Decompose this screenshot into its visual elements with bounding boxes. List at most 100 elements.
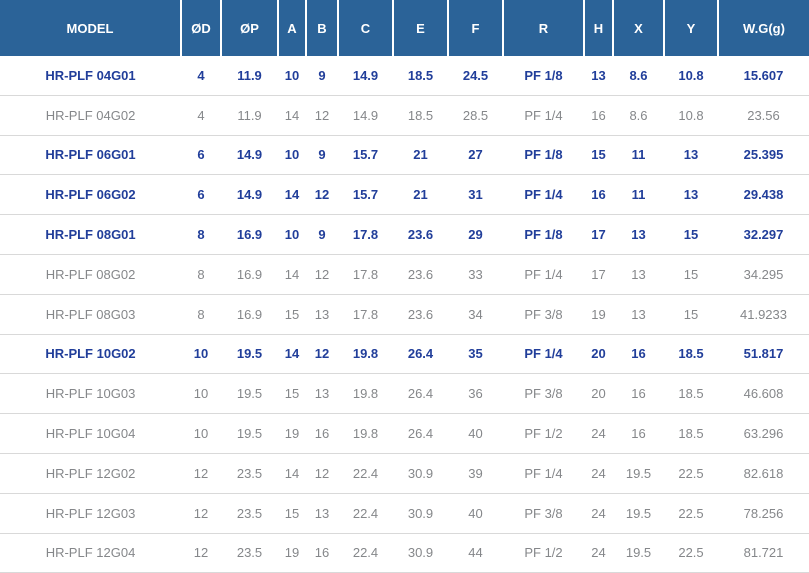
value-cell: 15 [664, 214, 718, 255]
value-cell: 9 [306, 135, 338, 176]
column-header-model: MODEL [0, 0, 181, 56]
value-cell: PF 1/8 [503, 135, 584, 176]
value-cell: 23.5 [221, 493, 278, 534]
value-cell: 26.4 [393, 373, 448, 415]
value-cell: 10.8 [664, 95, 718, 136]
value-cell: 9 [306, 214, 338, 255]
value-cell: PF 3/8 [503, 493, 584, 534]
value-cell: 17.8 [338, 214, 393, 255]
value-cell: 30.9 [393, 453, 448, 494]
value-cell: 19.8 [338, 373, 393, 415]
value-cell: 11.9 [221, 95, 278, 136]
header-row: MODEL ØD ØP A B C E F R H X Y W.G(g) [0, 0, 809, 56]
value-cell: 33 [448, 254, 503, 295]
value-cell: 15 [664, 294, 718, 335]
value-cell: 78.256 [718, 493, 809, 534]
column-header-od: ØD [180, 0, 221, 56]
value-cell: 12 [306, 453, 338, 494]
value-cell: 11.9 [221, 56, 278, 96]
value-cell: 22.5 [664, 493, 718, 534]
value-cell: 16 [306, 533, 338, 573]
model-cell: HR-PLF 08G02 [0, 254, 181, 295]
value-cell: PF 1/4 [503, 334, 584, 375]
column-header-op: ØP [220, 0, 278, 56]
column-header-a: A [277, 0, 306, 56]
table-row: HR-PLF 04G01 4 11.9 10 9 14.9 18.5 24.5 PF 1/8 13… [0, 56, 809, 96]
value-cell: 8 [181, 254, 221, 295]
value-cell: 44 [448, 533, 503, 573]
value-cell: 31 [448, 174, 503, 216]
column-header-f: F [447, 0, 503, 56]
value-cell: 82.618 [718, 453, 809, 494]
value-cell: 81.721 [718, 533, 809, 573]
value-cell: 16 [584, 95, 613, 136]
value-cell: PF 1/2 [503, 413, 584, 454]
value-cell: 16.9 [221, 294, 278, 335]
value-cell: 14.9 [338, 95, 393, 136]
value-cell: 16.9 [221, 214, 278, 255]
value-cell: 17.8 [338, 294, 393, 335]
value-cell: 8 [181, 294, 221, 335]
value-cell: 22.4 [338, 493, 393, 534]
value-cell: 18.5 [393, 56, 448, 96]
table-row: HR-PLF 04G02 4 11.9 14 12 14.9 18.5 28.5 PF 1/4 1… [0, 95, 809, 136]
table-row: HR-PLF 12G04 12 23.5 19 16 22.4 30.9 44 PF 1/2 24… [0, 533, 809, 573]
value-cell: 10 [278, 135, 306, 176]
value-cell: 41.9233 [718, 294, 809, 335]
table-header: MODEL ØD ØP A B C E F R H X Y W.G(g) [0, 0, 809, 56]
value-cell: 26.4 [393, 413, 448, 454]
value-cell: 14.9 [338, 56, 393, 96]
value-cell: 19 [278, 533, 306, 573]
value-cell: 23.6 [393, 214, 448, 255]
value-cell: 13 [613, 254, 664, 295]
value-cell: 19.5 [221, 413, 278, 454]
value-cell: 11 [613, 174, 664, 216]
model-cell: HR-PLF 12G03 [0, 493, 181, 534]
column-header-y: Y [663, 0, 718, 56]
model-cell: HR-PLF 08G03 [0, 294, 181, 335]
value-cell: 19.5 [613, 533, 664, 573]
value-cell: 19.5 [613, 493, 664, 534]
value-cell: 18.5 [664, 334, 718, 375]
model-cell: HR-PLF 04G02 [0, 95, 181, 136]
value-cell: 51.817 [718, 334, 809, 375]
value-cell: 14 [278, 254, 306, 295]
value-cell: 24.5 [448, 56, 503, 96]
value-cell: 36 [448, 373, 503, 415]
value-cell: 16 [613, 373, 664, 415]
value-cell: PF 3/8 [503, 294, 584, 335]
value-cell: 13 [613, 214, 664, 255]
table-row: HR-PLF 06G02 6 14.9 14 12 15.7 21 31 PF 1/4 16 11 1… [0, 174, 809, 216]
value-cell: 15.7 [338, 135, 393, 176]
value-cell: 23.6 [393, 294, 448, 335]
value-cell: 19.5 [221, 334, 278, 375]
value-cell: 12 [306, 334, 338, 375]
value-cell: 22.5 [664, 453, 718, 494]
value-cell: 15.607 [718, 56, 809, 96]
value-cell: 17 [584, 254, 613, 295]
value-cell: 32.297 [718, 214, 809, 255]
model-cell: HR-PLF 10G02 [0, 334, 181, 375]
value-cell: 40 [448, 413, 503, 454]
value-cell: 12 [306, 95, 338, 136]
value-cell: 21 [393, 174, 448, 216]
value-cell: 16 [613, 413, 664, 454]
value-cell: 10 [278, 214, 306, 255]
value-cell: 10 [181, 413, 221, 454]
value-cell: 19.8 [338, 413, 393, 454]
value-cell: 29.438 [718, 174, 809, 216]
value-cell: 10 [181, 334, 221, 375]
value-cell: 14 [278, 334, 306, 375]
value-cell: PF 1/4 [503, 254, 584, 295]
table-row: HR-PLF 12G02 12 23.5 14 12 22.4 30.9 39 PF 1/4 24… [0, 453, 809, 494]
value-cell: 34.295 [718, 254, 809, 295]
value-cell: 35 [448, 334, 503, 375]
value-cell: 27 [448, 135, 503, 176]
value-cell: 14 [278, 95, 306, 136]
value-cell: 19.5 [613, 453, 664, 494]
value-cell: 46.608 [718, 373, 809, 415]
table-row: HR-PLF 10G04 10 19.5 19 16 19.8 26.4 40 PF 1/2 24… [0, 413, 809, 454]
column-header-w-g-g: W.G(g) [717, 0, 809, 56]
value-cell: 22.4 [338, 453, 393, 494]
value-cell: 14.9 [221, 135, 278, 176]
